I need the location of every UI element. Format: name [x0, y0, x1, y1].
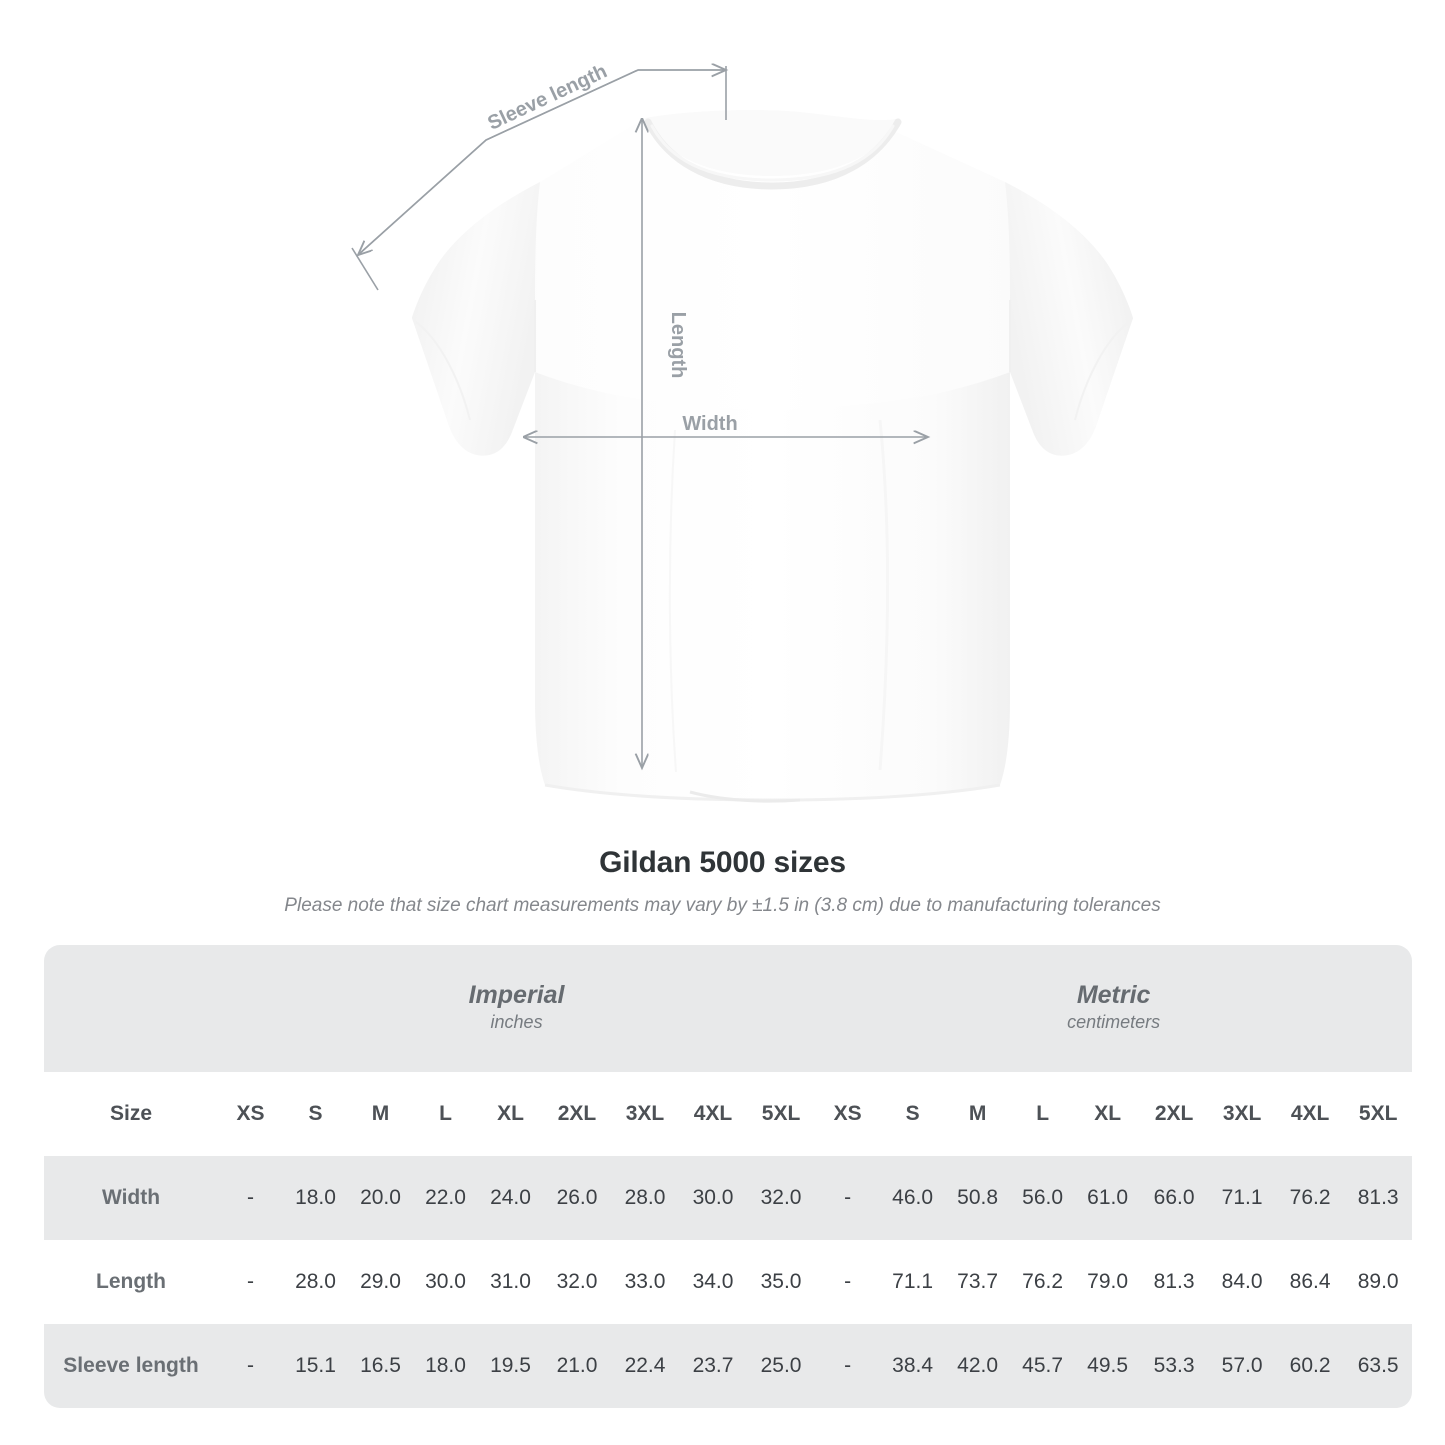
- cell-width-met-3xl: 71.1: [1208, 1156, 1277, 1240]
- cell-length-met-2xl: 81.3: [1140, 1240, 1209, 1324]
- tshirt-body: [412, 110, 1133, 803]
- tshirt-illustration: Sleeve length Length Width: [351, 60, 1133, 803]
- size-header-row: Size XS S M L XL 2XL 3XL 4XL 5XL XS S M …: [44, 1072, 1413, 1156]
- unit-band-row: Imperial inches Metric centimeters: [44, 945, 1413, 1072]
- band-imperial: Imperial inches: [218, 945, 816, 1072]
- cell-sleeve-imp-xs: -: [218, 1324, 283, 1408]
- page-title: Gildan 5000 sizes: [599, 846, 846, 879]
- length-label: Length: [667, 312, 689, 379]
- cell-width-imp-3xl: 28.0: [611, 1156, 679, 1240]
- cell-sleeve-met-s: 38.4: [880, 1324, 946, 1408]
- cell-sleeve-imp-xl: 19.5: [478, 1324, 543, 1408]
- cell-length-imp-4xl: 34.0: [679, 1240, 747, 1324]
- cell-width-met-m: 50.8: [945, 1156, 1011, 1240]
- header-imperial-2xl: 2XL: [543, 1072, 611, 1156]
- cell-sleeve-imp-m: 16.5: [348, 1324, 413, 1408]
- cell-sleeve-met-m: 42.0: [945, 1324, 1011, 1408]
- band-metric: Metric centimeters: [815, 945, 1413, 1072]
- cell-length-met-3xl: 84.0: [1208, 1240, 1277, 1324]
- header-metric-xs: XS: [815, 1072, 881, 1156]
- cell-sleeve-imp-3xl: 22.4: [611, 1324, 679, 1408]
- cell-sleeve-imp-s: 15.1: [283, 1324, 348, 1408]
- size-chart-table: Imperial inches Metric centimeters Size …: [44, 945, 1413, 1408]
- cell-width-imp-xl: 24.0: [478, 1156, 543, 1240]
- row-label-length: Length: [44, 1240, 218, 1324]
- header-metric-m: M: [945, 1072, 1011, 1156]
- cell-length-met-4xl: 86.4: [1276, 1240, 1345, 1324]
- cell-sleeve-met-4xl: 60.2: [1276, 1324, 1345, 1408]
- row-label-sleeve-length: Sleeve length: [44, 1324, 218, 1408]
- cell-width-imp-5xl: 32.0: [747, 1156, 816, 1240]
- sleeve-length-label: Sleeve length: [484, 60, 610, 134]
- cell-width-imp-2xl: 26.0: [543, 1156, 611, 1240]
- cell-width-met-4xl: 76.2: [1276, 1156, 1345, 1240]
- cell-length-met-xl: 79.0: [1075, 1240, 1141, 1324]
- cell-width-met-s: 46.0: [880, 1156, 946, 1240]
- cell-sleeve-met-xl: 49.5: [1075, 1324, 1141, 1408]
- cell-length-imp-xl: 31.0: [478, 1240, 543, 1324]
- header-imperial-5xl: 5XL: [747, 1072, 816, 1156]
- cell-length-imp-s: 28.0: [283, 1240, 348, 1324]
- cell-length-imp-3xl: 33.0: [611, 1240, 679, 1324]
- header-metric-4xl: 4XL: [1276, 1072, 1345, 1156]
- cell-length-met-l: 76.2: [1010, 1240, 1076, 1324]
- cell-sleeve-met-3xl: 57.0: [1208, 1324, 1277, 1408]
- band-metric-unit: centimeters: [1067, 1012, 1161, 1033]
- cell-sleeve-met-l: 45.7: [1010, 1324, 1076, 1408]
- table-row: Width - 18.0 20.0 22.0 24.0 26.0 28.0 30…: [44, 1156, 1413, 1240]
- cell-width-met-xl: 61.0: [1075, 1156, 1141, 1240]
- header-imperial-3xl: 3XL: [611, 1072, 679, 1156]
- sleeve-length-arrow: [351, 66, 726, 291]
- cell-sleeve-imp-l: 18.0: [413, 1324, 478, 1408]
- cell-sleeve-met-2xl: 53.3: [1140, 1324, 1209, 1408]
- table-row: Length - 28.0 29.0 30.0 31.0 32.0 33.0 3…: [44, 1240, 1413, 1324]
- cell-width-imp-s: 18.0: [283, 1156, 348, 1240]
- cell-width-met-2xl: 66.0: [1140, 1156, 1209, 1240]
- cell-width-met-l: 56.0: [1010, 1156, 1076, 1240]
- table-row: Sleeve length - 15.1 16.5 18.0 19.5 21.0…: [44, 1324, 1413, 1408]
- cell-sleeve-met-xs: -: [815, 1324, 881, 1408]
- cell-length-met-s: 71.1: [880, 1240, 946, 1324]
- cell-width-imp-xs: -: [218, 1156, 283, 1240]
- cell-length-met-xs: -: [815, 1240, 881, 1324]
- cell-length-imp-2xl: 32.0: [543, 1240, 611, 1324]
- row-label-width: Width: [44, 1156, 218, 1240]
- cell-length-met-m: 73.7: [945, 1240, 1011, 1324]
- cell-length-imp-xs: -: [218, 1240, 283, 1324]
- header-metric-2xl: 2XL: [1140, 1072, 1209, 1156]
- tolerance-note: Please note that size chart measurements…: [284, 895, 1161, 916]
- measurement-annotations: [351, 66, 928, 768]
- header-imperial-4xl: 4XL: [679, 1072, 747, 1156]
- cell-sleeve-imp-5xl: 25.0: [747, 1324, 816, 1408]
- cell-sleeve-imp-2xl: 21.0: [543, 1324, 611, 1408]
- cell-sleeve-met-5xl: 63.5: [1344, 1324, 1413, 1408]
- header-imperial-l: L: [413, 1072, 478, 1156]
- cell-length-met-5xl: 89.0: [1344, 1240, 1413, 1324]
- band-spacer: [44, 945, 218, 1072]
- cell-width-imp-l: 22.0: [413, 1156, 478, 1240]
- header-metric-xl: XL: [1075, 1072, 1141, 1156]
- band-imperial-unit: inches: [490, 1012, 543, 1033]
- header-imperial-m: M: [348, 1072, 413, 1156]
- header-metric-s: S: [880, 1072, 946, 1156]
- cell-length-imp-l: 30.0: [413, 1240, 478, 1324]
- header-metric-5xl: 5XL: [1344, 1072, 1413, 1156]
- cell-width-met-5xl: 81.3: [1344, 1156, 1413, 1240]
- cell-length-imp-m: 29.0: [348, 1240, 413, 1324]
- header-metric-3xl: 3XL: [1208, 1072, 1277, 1156]
- cell-width-met-xs: -: [815, 1156, 881, 1240]
- header-imperial-xs: XS: [218, 1072, 283, 1156]
- width-label: Width: [682, 413, 737, 435]
- header-metric-l: L: [1010, 1072, 1076, 1156]
- cell-length-imp-5xl: 35.0: [747, 1240, 816, 1324]
- band-imperial-title: Imperial: [468, 980, 565, 1009]
- band-metric-title: Metric: [1076, 980, 1151, 1009]
- cell-width-imp-4xl: 30.0: [679, 1156, 747, 1240]
- cell-width-imp-m: 20.0: [348, 1156, 413, 1240]
- cell-sleeve-imp-4xl: 23.7: [679, 1324, 747, 1408]
- header-imperial-s: S: [283, 1072, 348, 1156]
- header-size-label: Size: [44, 1072, 218, 1156]
- header-imperial-xl: XL: [478, 1072, 543, 1156]
